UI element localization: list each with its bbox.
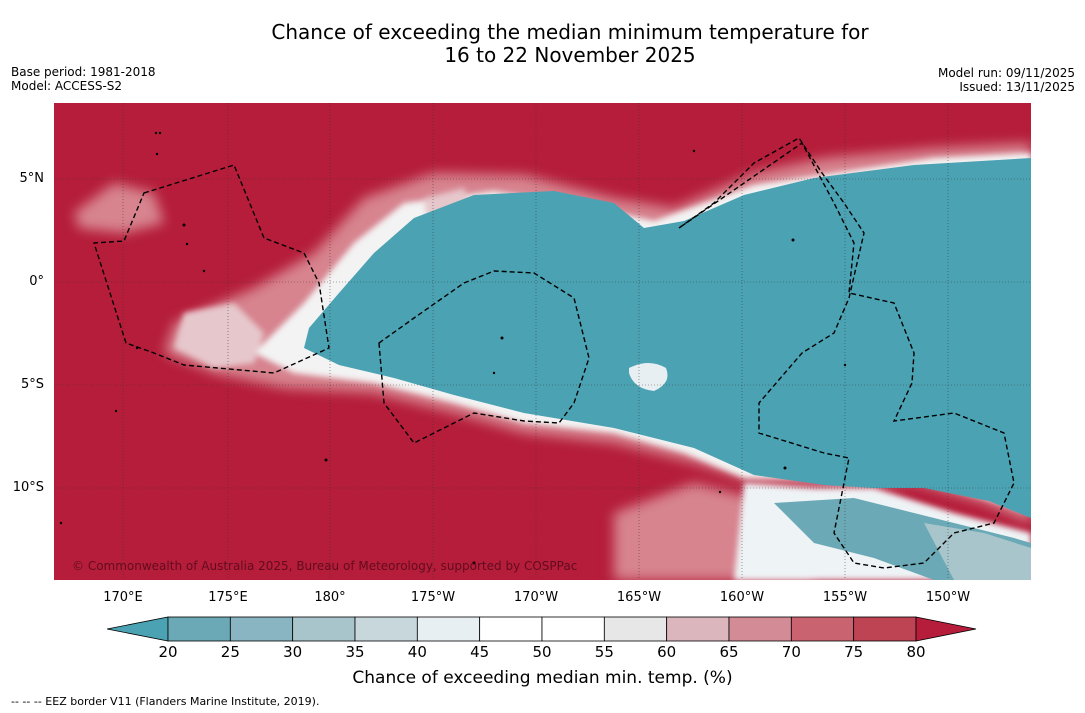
lat-label-5s: 5°S xyxy=(20,377,44,392)
lon-label-175w: 175°W xyxy=(410,590,456,605)
lon-label-175e: 175°E xyxy=(208,590,248,605)
colorbar-tick-label: 65 xyxy=(719,643,739,661)
title-line-2: 16 to 22 November 2025 xyxy=(444,43,696,67)
colorbar-title: Chance of exceeding median min. temp. (%… xyxy=(352,668,733,688)
credit-text: © Commonwealth of Australia 2025, Bureau… xyxy=(72,559,578,573)
colorbar-cell xyxy=(479,616,543,642)
colorbar-cell xyxy=(416,616,481,642)
colorbar-cell xyxy=(790,616,855,642)
colorbar-tick-label: 80 xyxy=(906,643,926,661)
lon-label-160w: 160°W xyxy=(719,590,765,605)
colorbar-cell xyxy=(541,616,605,642)
lon-label-150w: 150°W xyxy=(925,590,971,605)
warm-spot xyxy=(629,363,668,391)
low-chance-area xyxy=(304,158,1031,518)
map-title: Chance of exceeding the median minimum t… xyxy=(0,21,1085,67)
model-run: Model run: 09/11/2025 xyxy=(937,66,1075,80)
base-period: Base period: 1981-2018 xyxy=(11,65,156,79)
colorbar-tick-label: 30 xyxy=(283,643,303,661)
colorbar-svg xyxy=(106,616,977,642)
colorbar-tick-label: 75 xyxy=(844,643,864,661)
colorbar-tick-label: 40 xyxy=(407,643,427,661)
lon-label-165w: 165°W xyxy=(616,590,662,605)
forecast-map xyxy=(54,103,1031,580)
title-line-1: Chance of exceeding the median minimum t… xyxy=(271,20,869,44)
lon-label-170w: 170°W xyxy=(513,590,559,605)
colorbar xyxy=(106,616,977,642)
colorbar-tick-label: 60 xyxy=(657,643,677,661)
islands xyxy=(59,131,847,565)
lon-label-180: 180° xyxy=(314,590,346,605)
meta-right: Model run: 09/11/2025 Issued: 13/11/2025 xyxy=(938,66,1075,94)
colorbar-tick-label: 35 xyxy=(345,643,365,661)
colorbar-tick-label: 50 xyxy=(532,643,552,661)
colorbar-tick-label: 55 xyxy=(594,643,614,661)
colorbar-cell xyxy=(229,616,294,642)
colorbar-tick-label: 45 xyxy=(470,643,490,661)
graticule xyxy=(54,103,1031,580)
lat-label-5n: 5°N xyxy=(19,171,45,186)
colorbar-low-extension xyxy=(106,616,169,642)
colorbar-cell xyxy=(728,616,792,642)
colorbar-cell xyxy=(603,616,668,642)
colorbar-cell xyxy=(354,616,418,642)
lat-label-10s: 10°S xyxy=(12,480,44,495)
colorbar-cell xyxy=(292,616,356,642)
eez-borders xyxy=(93,137,1015,569)
colorbar-cell xyxy=(666,616,730,642)
colorbar-cell xyxy=(167,616,231,642)
colorbar-tick-label: 25 xyxy=(220,643,240,661)
map-canvas xyxy=(54,103,1031,580)
issued-date: Issued: 13/11/2025 xyxy=(959,80,1075,94)
eez-legend-note: -- -- -- EEZ border V11 (Flanders Marine… xyxy=(11,695,320,708)
south-cool-area-2 xyxy=(924,523,1031,580)
lat-label-0: 0° xyxy=(29,274,44,289)
model-name: Model: ACCESS-S2 xyxy=(11,79,123,93)
colorbar-cell xyxy=(853,616,917,642)
colorbar-tick-label: 20 xyxy=(158,643,178,661)
meta-left: Base period: 1981-2018 Model: ACCESS-S2 xyxy=(11,65,156,93)
lon-label-170e: 170°E xyxy=(103,590,143,605)
colorbar-high-extension xyxy=(915,616,977,642)
lon-label-155w: 155°W xyxy=(822,590,868,605)
colorbar-tick-label: 70 xyxy=(781,643,801,661)
